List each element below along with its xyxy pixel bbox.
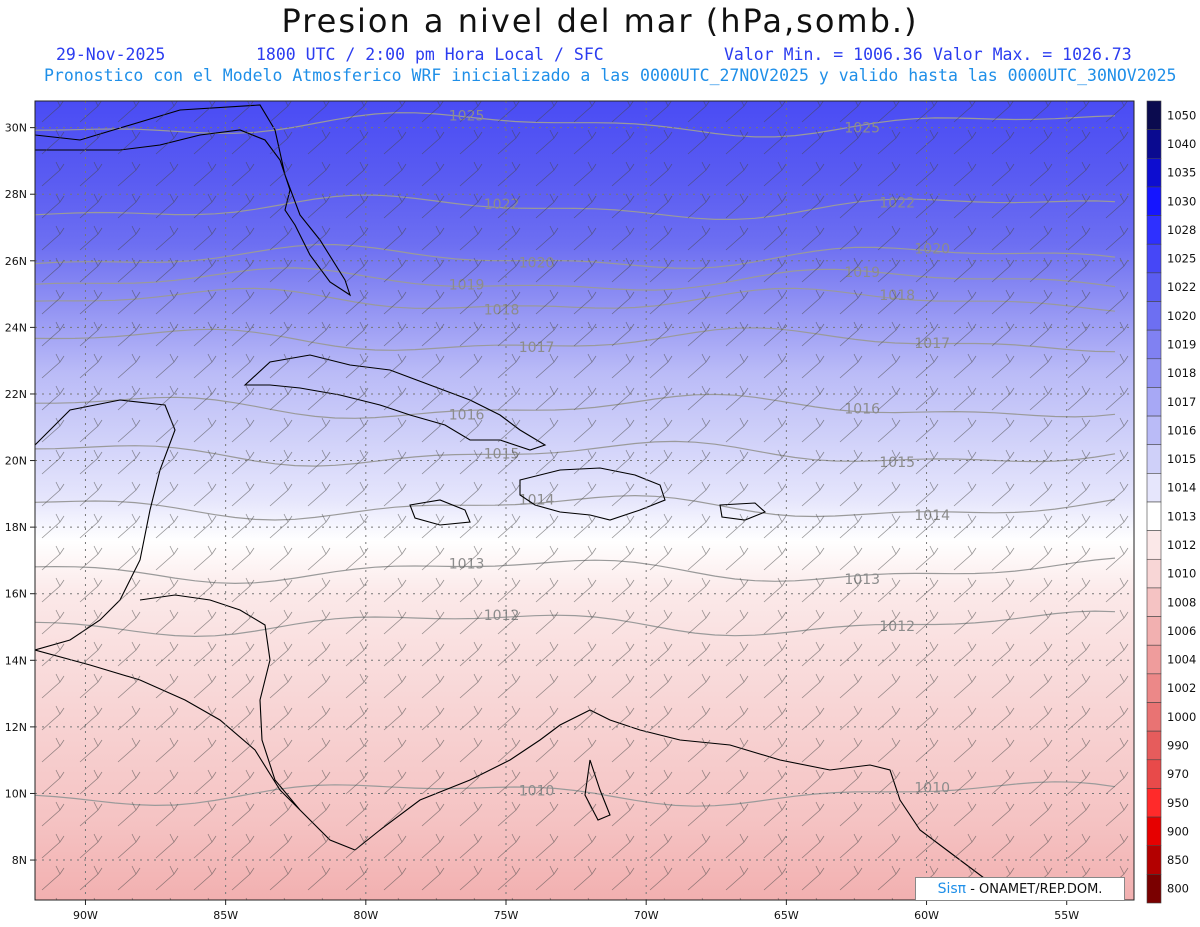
colorbar-label: 850: [1167, 853, 1189, 867]
colorbar-label: 1022: [1167, 280, 1196, 294]
colorbar-swatch: [1146, 730, 1162, 761]
colorbar-label: 1035: [1167, 166, 1196, 180]
colorbar-label: 1002: [1167, 681, 1196, 695]
lon-tick-label: 80W: [353, 909, 378, 922]
colorbar-label: 1008: [1167, 595, 1196, 609]
colorbar-label: 1018: [1167, 366, 1196, 380]
colorbar: 1050 1040 1035 1030 1028 1025 1022 1020 1019 1018…: [1146, 100, 1196, 904]
brand-label: Sisπ: [937, 881, 967, 897]
colorbar-swatch: [1146, 874, 1162, 904]
colorbar-swatch: [1146, 272, 1162, 302]
colorbar-swatch: [1146, 100, 1162, 130]
colorbar-swatch: [1146, 157, 1162, 188]
colorbar-swatch: [1146, 473, 1162, 503]
colorbar-swatch: [1146, 644, 1162, 675]
credit-badge: Sisπ - ONAMET/REP.DOM.: [915, 877, 1125, 901]
page-title: Presion a nivel del mar (hPa,somb.): [281, 2, 919, 40]
latitude-axis: 30N 28N 26N 24N 22N 20N 18N 16N 14N 12N 10N 8N: [5, 122, 35, 867]
colorbar-label: 1004: [1167, 653, 1196, 667]
colorbar-label: 1006: [1167, 624, 1196, 638]
lat-tick-label: 26N: [5, 255, 27, 268]
colorbar-label: 1000: [1167, 710, 1196, 724]
lat-tick-label: 24N: [5, 321, 27, 334]
colorbar-swatch: [1146, 845, 1162, 875]
forecast-time-info: 1800 UTC / 2:00 pm Hora Local / SFC: [256, 45, 604, 64]
colorbar-label: 1050: [1167, 108, 1196, 122]
lat-tick-label: 20N: [5, 455, 27, 468]
lon-tick-label: 75W: [494, 909, 519, 922]
colorbar-swatch: [1146, 816, 1162, 847]
colorbar-label: 1028: [1167, 223, 1196, 237]
colorbar-label: 1014: [1167, 481, 1196, 495]
longitude-axis: 90W 85W 80W 75W 70W 65W 60W 55W: [73, 900, 1079, 922]
colorbar-label: 1030: [1167, 194, 1196, 208]
colorbar-swatch: [1146, 788, 1162, 818]
colorbar-swatch: [1146, 358, 1162, 388]
lat-tick-label: 10N: [5, 787, 27, 800]
colorbar-swatch: [1146, 673, 1162, 703]
colorbar-label: 1019: [1167, 337, 1196, 351]
colorbar-label: 900: [1167, 824, 1189, 838]
colorbar-swatch: [1146, 387, 1162, 417]
model-info: Pronostico con el Modelo Atmosferico WRF…: [44, 66, 1177, 85]
colorbar-label: 970: [1167, 767, 1189, 781]
colorbar-label: 1040: [1167, 137, 1196, 151]
lat-tick-label: 12N: [5, 721, 27, 734]
lon-tick-label: 65W: [774, 909, 799, 922]
lat-lon-grid: [35, 101, 1134, 900]
colorbar-label: 1015: [1167, 452, 1196, 466]
colorbar-swatch: [1146, 415, 1162, 446]
wind-barbs: [35, 101, 1134, 900]
lon-tick-label: 60W: [914, 909, 939, 922]
lat-tick-label: 14N: [5, 654, 27, 667]
colorbar-swatch: [1146, 186, 1162, 216]
colorbar-swatch: [1146, 301, 1162, 331]
lon-tick-label: 90W: [73, 909, 98, 922]
colorbar-label: 1017: [1167, 395, 1196, 409]
colorbar-swatch: [1146, 759, 1162, 789]
colorbar-label: 1016: [1167, 423, 1196, 437]
colorbar-swatch: [1146, 329, 1162, 360]
forecast-date: 29-Nov-2025: [56, 45, 166, 64]
colorbar-label: 990: [1167, 738, 1189, 752]
colorbar-label: 950: [1167, 796, 1189, 810]
lat-tick-label: 16N: [5, 588, 27, 601]
colorbar-label: 1013: [1167, 509, 1196, 523]
colorbar-swatch: [1146, 587, 1162, 617]
lat-tick-label: 28N: [5, 188, 27, 201]
lat-tick-label: 18N: [5, 521, 27, 534]
colorbar-swatch: [1146, 558, 1162, 589]
lat-tick-label: 30N: [5, 122, 27, 135]
colorbar-swatch: [1146, 129, 1162, 159]
max-value-label: Valor Max. = 1026.73: [933, 45, 1132, 64]
lat-tick-label: 22N: [5, 388, 27, 401]
colorbar-label: 1025: [1167, 252, 1196, 266]
colorbar-swatch: [1146, 702, 1162, 732]
colorbar-label: 1020: [1167, 309, 1196, 323]
colorbar-swatch: [1146, 501, 1162, 531]
colorbar-label: 1010: [1167, 567, 1196, 581]
lon-tick-label: 85W: [213, 909, 238, 922]
colorbar-swatch: [1146, 215, 1162, 245]
org-label: - ONAMET/REP.DOM.: [970, 882, 1103, 897]
lon-tick-label: 70W: [634, 909, 659, 922]
min-value-label: Valor Min. = 1006.36: [724, 45, 923, 64]
colorbar-label: 800: [1167, 882, 1189, 896]
colorbar-swatch: [1146, 243, 1162, 274]
lat-tick-label: 8N: [12, 854, 27, 867]
colorbar-swatch: [1146, 616, 1162, 646]
colorbar-swatch: [1146, 530, 1162, 560]
lon-tick-label: 55W: [1054, 909, 1079, 922]
colorbar-label: 1012: [1167, 538, 1196, 552]
colorbar-swatch: [1146, 444, 1162, 474]
map-frame: [34, 100, 1135, 901]
